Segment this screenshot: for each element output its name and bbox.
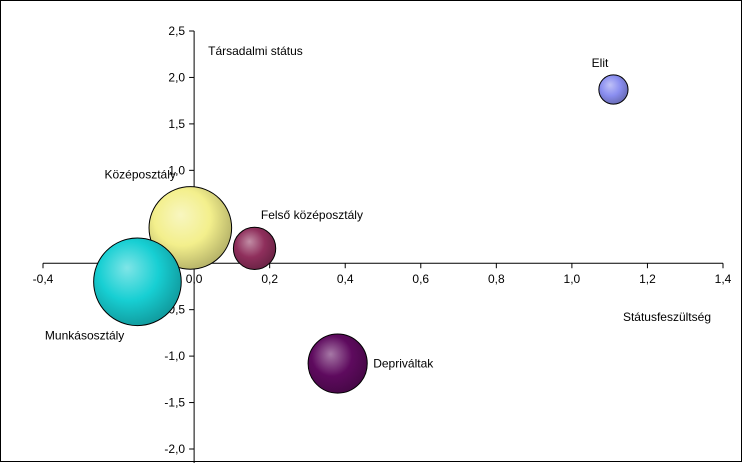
bubble-label-5: Depriváltak [373, 357, 434, 371]
x-tick-label: 1,4 [715, 272, 732, 286]
x-tick-label: 1,0 [564, 272, 581, 286]
axes: -0,4-0,20,00,20,40,60,81,01,21,4-2,0-1,5… [33, 24, 732, 463]
bubble-5 [307, 333, 368, 394]
x-tick-label: 0,2 [261, 272, 278, 286]
bubbles [93, 74, 629, 394]
bubble-label-2: Felső középosztály [261, 208, 363, 222]
bubble-label-3: Középosztály [105, 168, 176, 182]
bubble-1 [598, 74, 629, 105]
y-axis-title: Társadalmi státus [208, 44, 303, 58]
x-tick-label: 0,6 [412, 272, 429, 286]
y-tick-label: 1,0 [168, 163, 185, 177]
bubble-4 [93, 237, 182, 327]
bubble-label-4: Munkásosztály [45, 329, 124, 343]
y-tick-label: 1,5 [168, 117, 185, 131]
x-tick-label: 0,8 [488, 272, 505, 286]
bubble-2 [232, 226, 277, 271]
x-tick-label: -0,4 [33, 272, 54, 286]
y-tick-label: -1,0 [164, 349, 185, 363]
bubble-3 [148, 186, 233, 270]
x-tick-label: 0,4 [337, 272, 354, 286]
bubble-label-1: Elit [592, 56, 609, 70]
y-tick-label: 2,0 [168, 70, 185, 84]
y-tick-label: -2,0 [164, 442, 185, 456]
bubble-labels: Elit Felső középosztály Középosztály Munkás… [45, 56, 609, 371]
x-tick-label: 1,2 [639, 272, 656, 286]
x-tick-label: 0,0 [186, 272, 203, 286]
y-tick-label: -1,5 [164, 396, 185, 410]
x-axis-title: Státusfeszültség [623, 310, 711, 324]
y-tick-label: 2,5 [168, 24, 185, 38]
